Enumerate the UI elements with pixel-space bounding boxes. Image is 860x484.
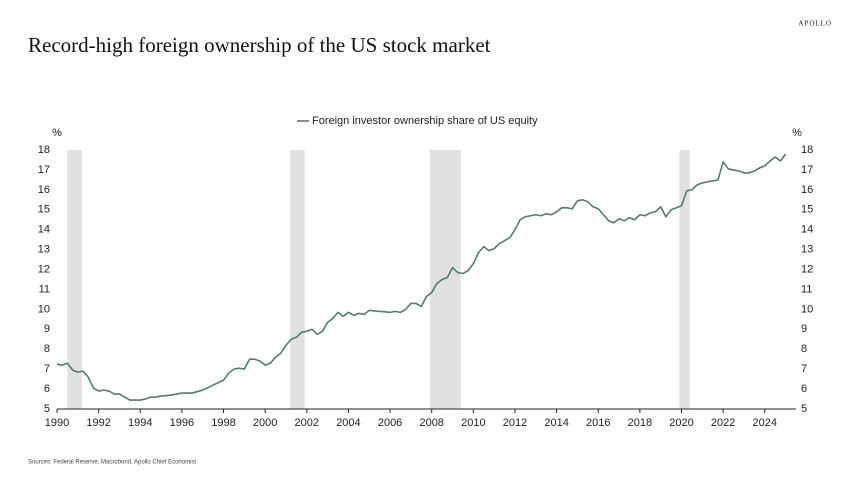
shaded-period bbox=[679, 150, 690, 409]
y-axis-unit: % bbox=[52, 127, 62, 139]
y2-tick-label: 18 bbox=[801, 144, 813, 156]
chart-title: Record-high foreign ownership of the US … bbox=[28, 33, 491, 57]
shaded-period bbox=[429, 150, 461, 409]
y2-tick-label: 11 bbox=[801, 283, 812, 295]
y2-tick-label: 8 bbox=[801, 343, 807, 355]
x-tick-label: 2016 bbox=[586, 417, 610, 429]
x-tick-label: 1990 bbox=[45, 417, 69, 429]
y-tick-label: 7 bbox=[44, 363, 50, 375]
y-tick-label: 5 bbox=[44, 403, 50, 415]
y2-tick-label: 7 bbox=[801, 363, 807, 375]
x-tick-label: 2008 bbox=[419, 417, 443, 429]
legend-label: Foreign investor ownership share of US e… bbox=[312, 115, 538, 127]
y-tick-label: 18 bbox=[38, 144, 50, 156]
x-tick-label: 2024 bbox=[753, 417, 777, 429]
x-tick-label: 1994 bbox=[128, 417, 152, 429]
y2-tick-label: 12 bbox=[801, 263, 813, 275]
x-tick-label: 2022 bbox=[711, 417, 735, 429]
y-tick-label: 9 bbox=[44, 323, 50, 335]
y-tick-label: 15 bbox=[38, 204, 50, 216]
y-tick-label: 16 bbox=[38, 184, 50, 196]
x-tick-label: 2014 bbox=[544, 417, 568, 429]
x-tick-label: 2020 bbox=[669, 417, 693, 429]
x-tick-label: 1996 bbox=[170, 417, 194, 429]
y2-tick-label: 14 bbox=[801, 224, 813, 236]
x-tick-label: 2000 bbox=[253, 417, 277, 429]
x-tick-label: 1992 bbox=[86, 417, 110, 429]
y-tick-label: 17 bbox=[38, 164, 50, 176]
y-tick-label: 8 bbox=[44, 343, 50, 355]
y-tick-label: 13 bbox=[38, 244, 50, 256]
y2-tick-label: 13 bbox=[801, 244, 813, 256]
source-note: Sources: Federal Reserve, Macrobond, Apo… bbox=[28, 460, 196, 466]
y2-axis-unit: % bbox=[792, 127, 802, 139]
shaded-period bbox=[290, 150, 305, 409]
data-line bbox=[56, 153, 787, 401]
y-tick-label: 12 bbox=[38, 263, 50, 275]
y2-tick-label: 6 bbox=[801, 383, 807, 395]
y-tick-label: 6 bbox=[44, 383, 50, 395]
y2-tick-label: 10 bbox=[801, 303, 813, 315]
x-tick-label: 1998 bbox=[211, 417, 235, 429]
x-tick-label: 2012 bbox=[503, 417, 527, 429]
y-tick-label: 11 bbox=[39, 283, 50, 295]
y-tick-label: 14 bbox=[38, 224, 50, 236]
x-tick-label: 2018 bbox=[628, 417, 652, 429]
y2-tick-label: 15 bbox=[801, 204, 813, 216]
x-tick-label: 2010 bbox=[461, 417, 485, 429]
y2-tick-label: 5 bbox=[801, 403, 807, 415]
y2-tick-label: 17 bbox=[801, 164, 813, 176]
x-tick-label: 2002 bbox=[295, 417, 319, 429]
y-tick-label: 10 bbox=[38, 303, 50, 315]
y2-tick-label: 16 bbox=[801, 184, 813, 196]
brand: APOLLO bbox=[798, 20, 832, 28]
shaded-period bbox=[67, 150, 82, 409]
x-tick-label: 2006 bbox=[378, 417, 402, 429]
y2-tick-label: 9 bbox=[801, 323, 807, 335]
x-tick-label: 2004 bbox=[336, 417, 360, 429]
